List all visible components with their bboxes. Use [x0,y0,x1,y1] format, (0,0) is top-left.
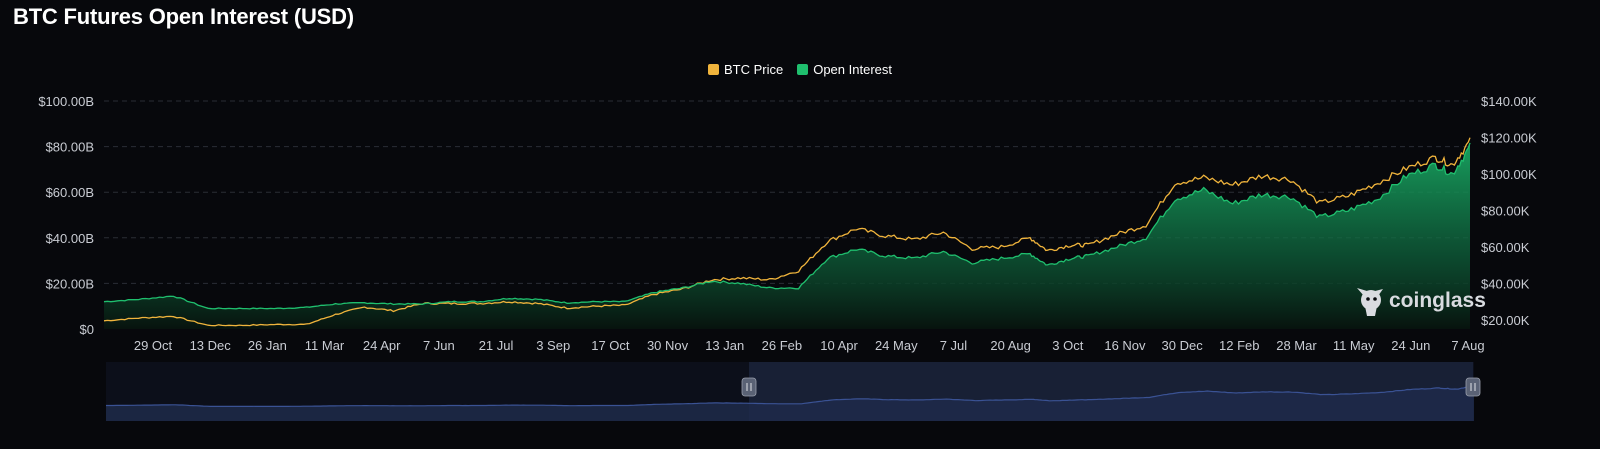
y-left-tick-label: $80.00B [46,140,94,155]
legend-label-open-interest: Open Interest [813,62,892,77]
x-tick-label: 13 Dec [190,338,232,353]
chart-title: BTC Futures Open Interest (USD) [13,4,354,29]
x-tick-label: 11 Mar [305,338,345,353]
coinglass-watermark: coinglass [1357,288,1486,316]
navigator-handle-right[interactable] [1465,377,1481,397]
x-tick-label: 24 May [875,338,918,353]
x-tick-label: 16 Nov [1104,338,1146,353]
x-tick-label: 11 May [1333,338,1375,353]
open-interest-area [104,142,1470,329]
legend-swatch-btc-price [707,64,719,75]
x-tick-label: 13 Jan [705,338,744,353]
x-tick-label: 26 Jan [248,338,287,353]
legend-swatch-open-interest [797,64,809,75]
x-tick-label: 28 Mar [1276,338,1317,353]
open-interest-line [103,142,1471,310]
x-tick-label: 30 Dec [1162,338,1204,353]
x-tick-label: 30 Nov [647,338,689,353]
x-tick-label: 7 Jun [423,338,455,353]
x-tick-label: 24 Apr [363,338,401,353]
navigator-area [106,385,1474,421]
y-right-tick-label: $100.00K [1481,167,1537,182]
legend-label-btc-price: BTC Price [723,62,784,77]
x-tick-label: 26 Feb [762,338,802,353]
x-tick-label: 3 Sep [536,338,570,353]
x-tick-label: 29 Oct [134,338,173,353]
x-axis: 29 Oct 13 Dec 26 Jan 11 Mar 24 Apr 7 Jun 21 Ju… [134,338,1485,353]
chart-legend: BTC Price Open Interest [0,62,1600,77]
y-left-tick-label: $20.00B [46,276,94,291]
y-axis-left: $0 $20.00B $40.00B $60.00B $80.00B $100.00B [38,94,94,337]
y-left-tick-label: $100.00B [38,94,94,109]
y-right-tick-label: $140.00K [1481,94,1537,109]
y-left-tick-label: $40.00B [46,231,94,246]
x-tick-label: 3 Oct [1052,338,1083,353]
x-tick-label: 21 Jul [479,338,514,353]
y-left-tick-label: $60.00B [46,185,94,200]
x-tick-label: 7 Jul [940,338,968,353]
x-tick-label: 20 Aug [990,338,1031,353]
y-axis-right: $20.00K $40.00K $60.00K $80.00K $100.00K $120… [1481,94,1537,328]
legend-item-btc-price[interactable]: BTC Price [707,62,784,77]
y-left-tick-label: $0 [80,322,94,337]
y-right-tick-label: $80.00K [1481,203,1530,218]
y-right-tick-label: $40.00K [1481,276,1530,291]
x-tick-label: 12 Feb [1219,338,1259,353]
y-right-tick-label: $120.00K [1481,130,1537,145]
x-tick-label: 10 Apr [820,338,858,353]
btc-price-line [103,137,1471,327]
y-right-tick-label: $20.00K [1481,313,1530,328]
coinglass-logo-icon [1357,288,1383,316]
x-tick-label: 24 Jun [1391,338,1430,353]
legend-item-open-interest[interactable]: Open Interest [797,62,892,77]
x-tick-label: 7 Aug [1451,338,1484,353]
watermark-text: coinglass [1389,289,1486,312]
navigator[interactable] [106,362,1481,421]
x-tick-label: 17 Oct [591,338,630,353]
navigator-line [106,384,1475,408]
navigator-handle-left[interactable] [741,377,757,397]
y-right-tick-label: $60.00K [1481,240,1530,255]
